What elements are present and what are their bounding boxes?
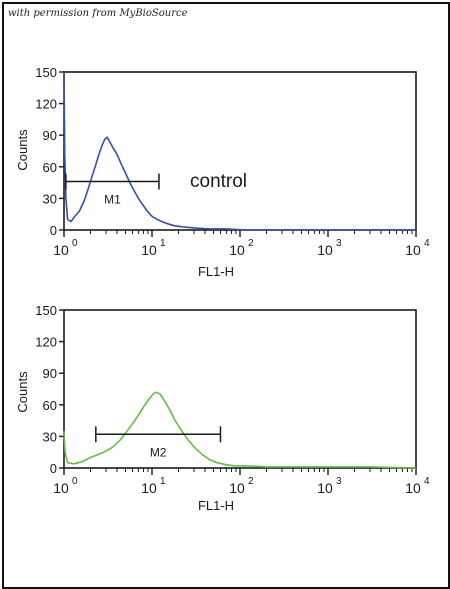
y-tick-label: 120 [35, 335, 57, 350]
x-tick-exponent: 0 [72, 238, 78, 249]
x-tick-label: 10 [141, 242, 157, 258]
y-tick-label: 0 [50, 223, 57, 238]
y-tick-label: 90 [43, 128, 57, 143]
y-tick-label: 150 [35, 65, 57, 80]
y-tick-label: 60 [43, 398, 57, 413]
plot-area [63, 71, 417, 231]
x-tick-label: 10 [141, 480, 157, 496]
x-tick-label: 10 [229, 480, 245, 496]
histogram-line [63, 71, 416, 231]
y-axis-label: Counts [15, 129, 30, 171]
y-tick-label: 0 [50, 461, 57, 476]
y-axis-label: Counts [15, 371, 30, 413]
x-tick-exponent: 4 [424, 238, 430, 249]
x-axis-label: FL1-H [198, 264, 234, 279]
x-tick-label: 10 [317, 242, 333, 258]
watermark: with permission from MyBioSource [8, 8, 188, 19]
annotation-label: control [190, 171, 247, 192]
x-tick-label: 10 [53, 242, 69, 258]
x-axis-label: FL1-H [198, 498, 234, 513]
histogram-line [63, 391, 417, 469]
x-tick-exponent: 3 [336, 476, 342, 487]
x-tick-label: 10 [53, 480, 69, 496]
marker-label: M2 [150, 445, 167, 459]
x-tick-label: 10 [317, 480, 333, 496]
y-tick-label: 30 [43, 191, 57, 206]
x-tick-label: 10 [229, 242, 245, 258]
x-tick-exponent: 2 [248, 238, 254, 249]
y-tick-label: 90 [43, 366, 57, 381]
x-tick-exponent: 2 [248, 476, 254, 487]
x-tick-exponent: 1 [160, 476, 166, 487]
x-tick-label: 10 [405, 480, 421, 496]
x-tick-label: 10 [405, 242, 421, 258]
x-tick-exponent: 3 [336, 238, 342, 249]
y-tick-label: 30 [43, 429, 57, 444]
x-tick-exponent: 4 [424, 476, 430, 487]
y-tick-label: 60 [43, 160, 57, 175]
x-tick-exponent: 1 [160, 238, 166, 249]
x-tick-exponent: 0 [72, 476, 78, 487]
y-tick-label: 150 [35, 303, 57, 318]
marker-label: M1 [104, 193, 121, 207]
y-tick-label: 120 [35, 97, 57, 112]
